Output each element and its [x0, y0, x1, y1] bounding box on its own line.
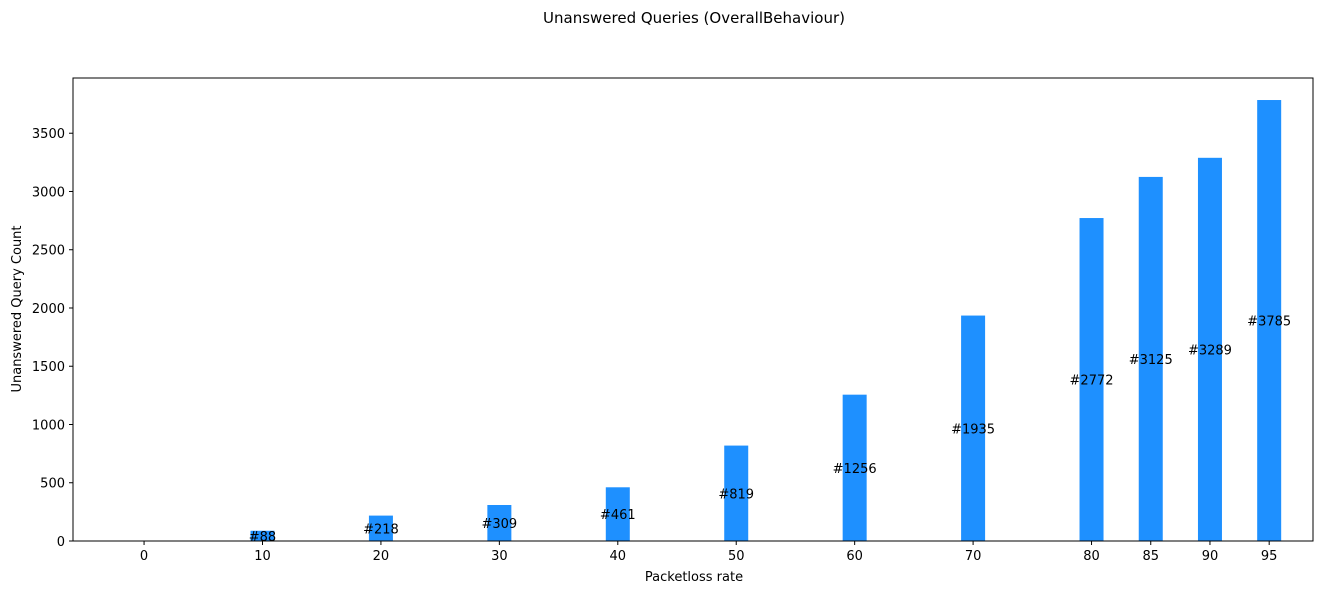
bar-40: [605, 487, 630, 541]
plot-frame: [72, 77, 1314, 542]
x-tick-label: 90: [1202, 549, 1219, 564]
data-label-50: #819: [718, 487, 754, 502]
bar-70: [961, 315, 986, 541]
x-axis-ticks: 0 10 20 30 40 50 60 70 80 85 90 95: [140, 541, 1278, 564]
y-tick-label: 500: [40, 477, 65, 492]
data-labels-layer: #88#218 #309#461#819#1256#1935#2772#3125#…: [249, 315, 1291, 545]
x-tick-label: 95: [1261, 549, 1278, 564]
bars-layer: [250, 100, 1282, 542]
x-tick-label: 20: [373, 549, 390, 564]
data-label-30: #309: [482, 517, 518, 532]
bar-60: [842, 394, 867, 541]
data-label-40: #461: [600, 508, 636, 523]
x-tick-label: 85: [1142, 549, 1159, 564]
data-label-60: #1256: [833, 462, 877, 477]
x-tick-label: 10: [254, 549, 271, 564]
bar-10: [250, 530, 275, 541]
data-label-70: #1935: [951, 422, 995, 437]
y-tick-label: 3000: [32, 185, 65, 200]
bar-50: [724, 445, 749, 541]
x-tick-label: 40: [610, 549, 627, 564]
y-tick-label: 1500: [32, 360, 65, 375]
y-tick-label: 3500: [32, 127, 65, 142]
data-label-95: #3785: [1247, 315, 1291, 330]
y-tick-label: 0: [57, 535, 65, 550]
y-axis-ticks: 0 500 1000 1500 2000 2500 3000 3500: [32, 127, 73, 550]
y-axis-label: Unanswered Query Count: [10, 225, 25, 392]
x-tick-label: 0: [140, 549, 148, 564]
x-tick-label: 70: [965, 549, 982, 564]
data-label-90: #3289: [1188, 343, 1232, 358]
bar-20: [368, 515, 393, 541]
data-label-80: #2772: [1070, 374, 1114, 389]
x-tick-label: 50: [728, 549, 745, 564]
y-tick-label: 1000: [32, 418, 65, 433]
bar-95: [1257, 100, 1282, 541]
bar-85: [1138, 176, 1163, 542]
x-axis-label: Packetloss rate: [645, 570, 743, 585]
bar-90: [1197, 157, 1222, 541]
x-tick-label: 60: [846, 549, 863, 564]
bar-80: [1079, 218, 1104, 541]
y-tick-label: 2000: [32, 302, 65, 317]
data-label-85: #3125: [1129, 353, 1173, 368]
chart-title: Unanswered Queries (OverallBehaviour): [543, 9, 845, 27]
x-tick-label: 80: [1083, 549, 1100, 564]
y-tick-label: 2500: [32, 244, 65, 259]
bar-30: [487, 504, 512, 541]
data-label-20: #218: [363, 522, 399, 537]
x-tick-label: 30: [491, 549, 508, 564]
